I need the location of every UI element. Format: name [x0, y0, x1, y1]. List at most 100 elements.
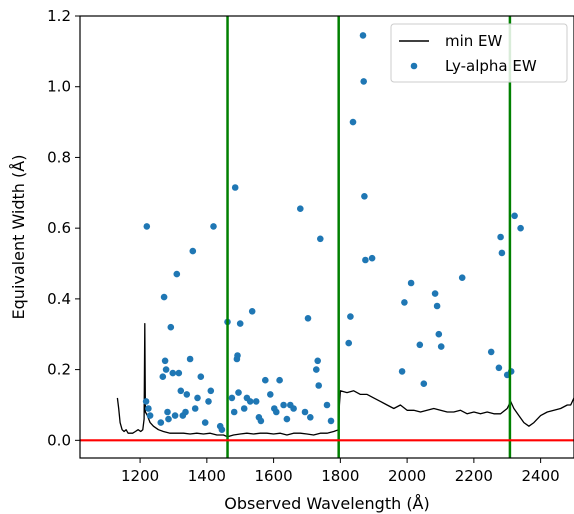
y-axis-title: Equivalent Width (Å) [9, 155, 28, 320]
legend: min EW Ly-alpha EW [390, 23, 568, 83]
lya-point [359, 32, 367, 39]
x-tick-label: 1400 [188, 467, 226, 485]
lya-point [186, 355, 194, 363]
lya-point [235, 389, 242, 396]
lya-point [175, 369, 183, 377]
x-tick-label: 2400 [522, 467, 560, 485]
lya-point [433, 302, 441, 310]
lya-point [160, 293, 168, 301]
lya-point [487, 348, 495, 356]
lya-point [360, 78, 368, 85]
lya-point [349, 118, 357, 126]
lya-point [407, 279, 415, 287]
x-tick-label: 1800 [321, 467, 359, 485]
lya-point [157, 419, 165, 426]
lya-point [517, 224, 524, 232]
lya-point [401, 299, 408, 306]
lya-point [164, 408, 171, 416]
lya-point [167, 323, 175, 331]
x-tick-label: 1200 [121, 467, 159, 485]
lya-point [210, 223, 217, 230]
y-tick-label: 0.4 [47, 290, 71, 308]
axes: 1200 1400 1600 1800 2000 2200 2400 0.0 0.2 0.4 0.6… [9, 7, 574, 513]
lya-point [301, 408, 309, 416]
legend-swatch-lya [410, 62, 418, 70]
lya-point [189, 247, 197, 255]
lya-point [197, 373, 205, 381]
lya-point [159, 373, 167, 381]
lya-point [323, 401, 331, 409]
x-tick-label: 2200 [455, 467, 493, 485]
lya-point [246, 398, 254, 405]
lya-point [327, 417, 335, 425]
lya-point [231, 184, 239, 191]
lya-point [345, 339, 353, 347]
lya-point [169, 369, 177, 377]
lya-point [283, 415, 291, 423]
lya-point [276, 376, 283, 384]
y-tick-label: 0.6 [47, 219, 71, 237]
lya-point [290, 405, 297, 412]
lya-point [236, 320, 244, 327]
lya-point [228, 394, 236, 402]
plot-area [80, 16, 574, 458]
lya-point [240, 405, 248, 412]
lya-point [205, 398, 212, 405]
lya-point [495, 364, 503, 372]
legend-label-lya: Ly-alpha EW [445, 57, 537, 75]
lya-point [435, 330, 443, 338]
lya-point [280, 401, 287, 409]
lya-point [162, 366, 170, 373]
y-tick-label: 0.2 [47, 361, 71, 379]
lya-point [368, 254, 376, 262]
lya-point [437, 343, 445, 350]
lya-point [177, 387, 185, 395]
lya-point [182, 408, 189, 416]
x-tick-label: 1600 [255, 467, 293, 485]
lya-point [315, 382, 323, 389]
y-tick-label: 1.2 [47, 7, 71, 25]
x-tick-label: 2000 [388, 467, 426, 485]
y-tick-label: 0.8 [47, 148, 71, 166]
lya-point [416, 341, 424, 349]
lya-point [420, 380, 428, 388]
lya-point [458, 274, 466, 282]
lya-point [165, 415, 172, 423]
lya-point [161, 357, 169, 365]
lya-point [191, 405, 199, 412]
lya-point [273, 408, 280, 416]
lya-point [267, 391, 274, 398]
lya-point [498, 249, 506, 257]
lya-point [307, 414, 314, 421]
lya-point [234, 352, 241, 359]
lya-point [317, 235, 324, 243]
lya-point [362, 256, 369, 264]
x-axis-title: Observed Wavelength (Å) [224, 494, 430, 513]
lya-point [252, 398, 260, 405]
lya-point [347, 313, 354, 320]
y-tick-label: 0.0 [47, 431, 71, 449]
lya-point [145, 405, 152, 412]
lya-point [183, 391, 191, 398]
lya-point [230, 408, 238, 416]
min-ew-line [116, 322, 574, 438]
lya-point [218, 426, 226, 434]
lya-point [314, 357, 322, 365]
lya-point [201, 419, 209, 426]
lya-point [511, 212, 518, 220]
lya-point [248, 308, 256, 315]
lya-point [194, 394, 201, 402]
lya-point [361, 193, 368, 200]
lya-point [146, 412, 154, 419]
lya-point [143, 223, 151, 230]
lya-point [431, 290, 439, 297]
lya-point [297, 205, 304, 212]
lya-point [207, 387, 215, 395]
lya-point [171, 412, 179, 419]
axes-frame [79, 15, 574, 459]
legend-label-min-ew: min EW [445, 32, 503, 50]
legend-box [390, 23, 568, 83]
lya-point [398, 368, 406, 375]
lya-point [262, 376, 269, 384]
